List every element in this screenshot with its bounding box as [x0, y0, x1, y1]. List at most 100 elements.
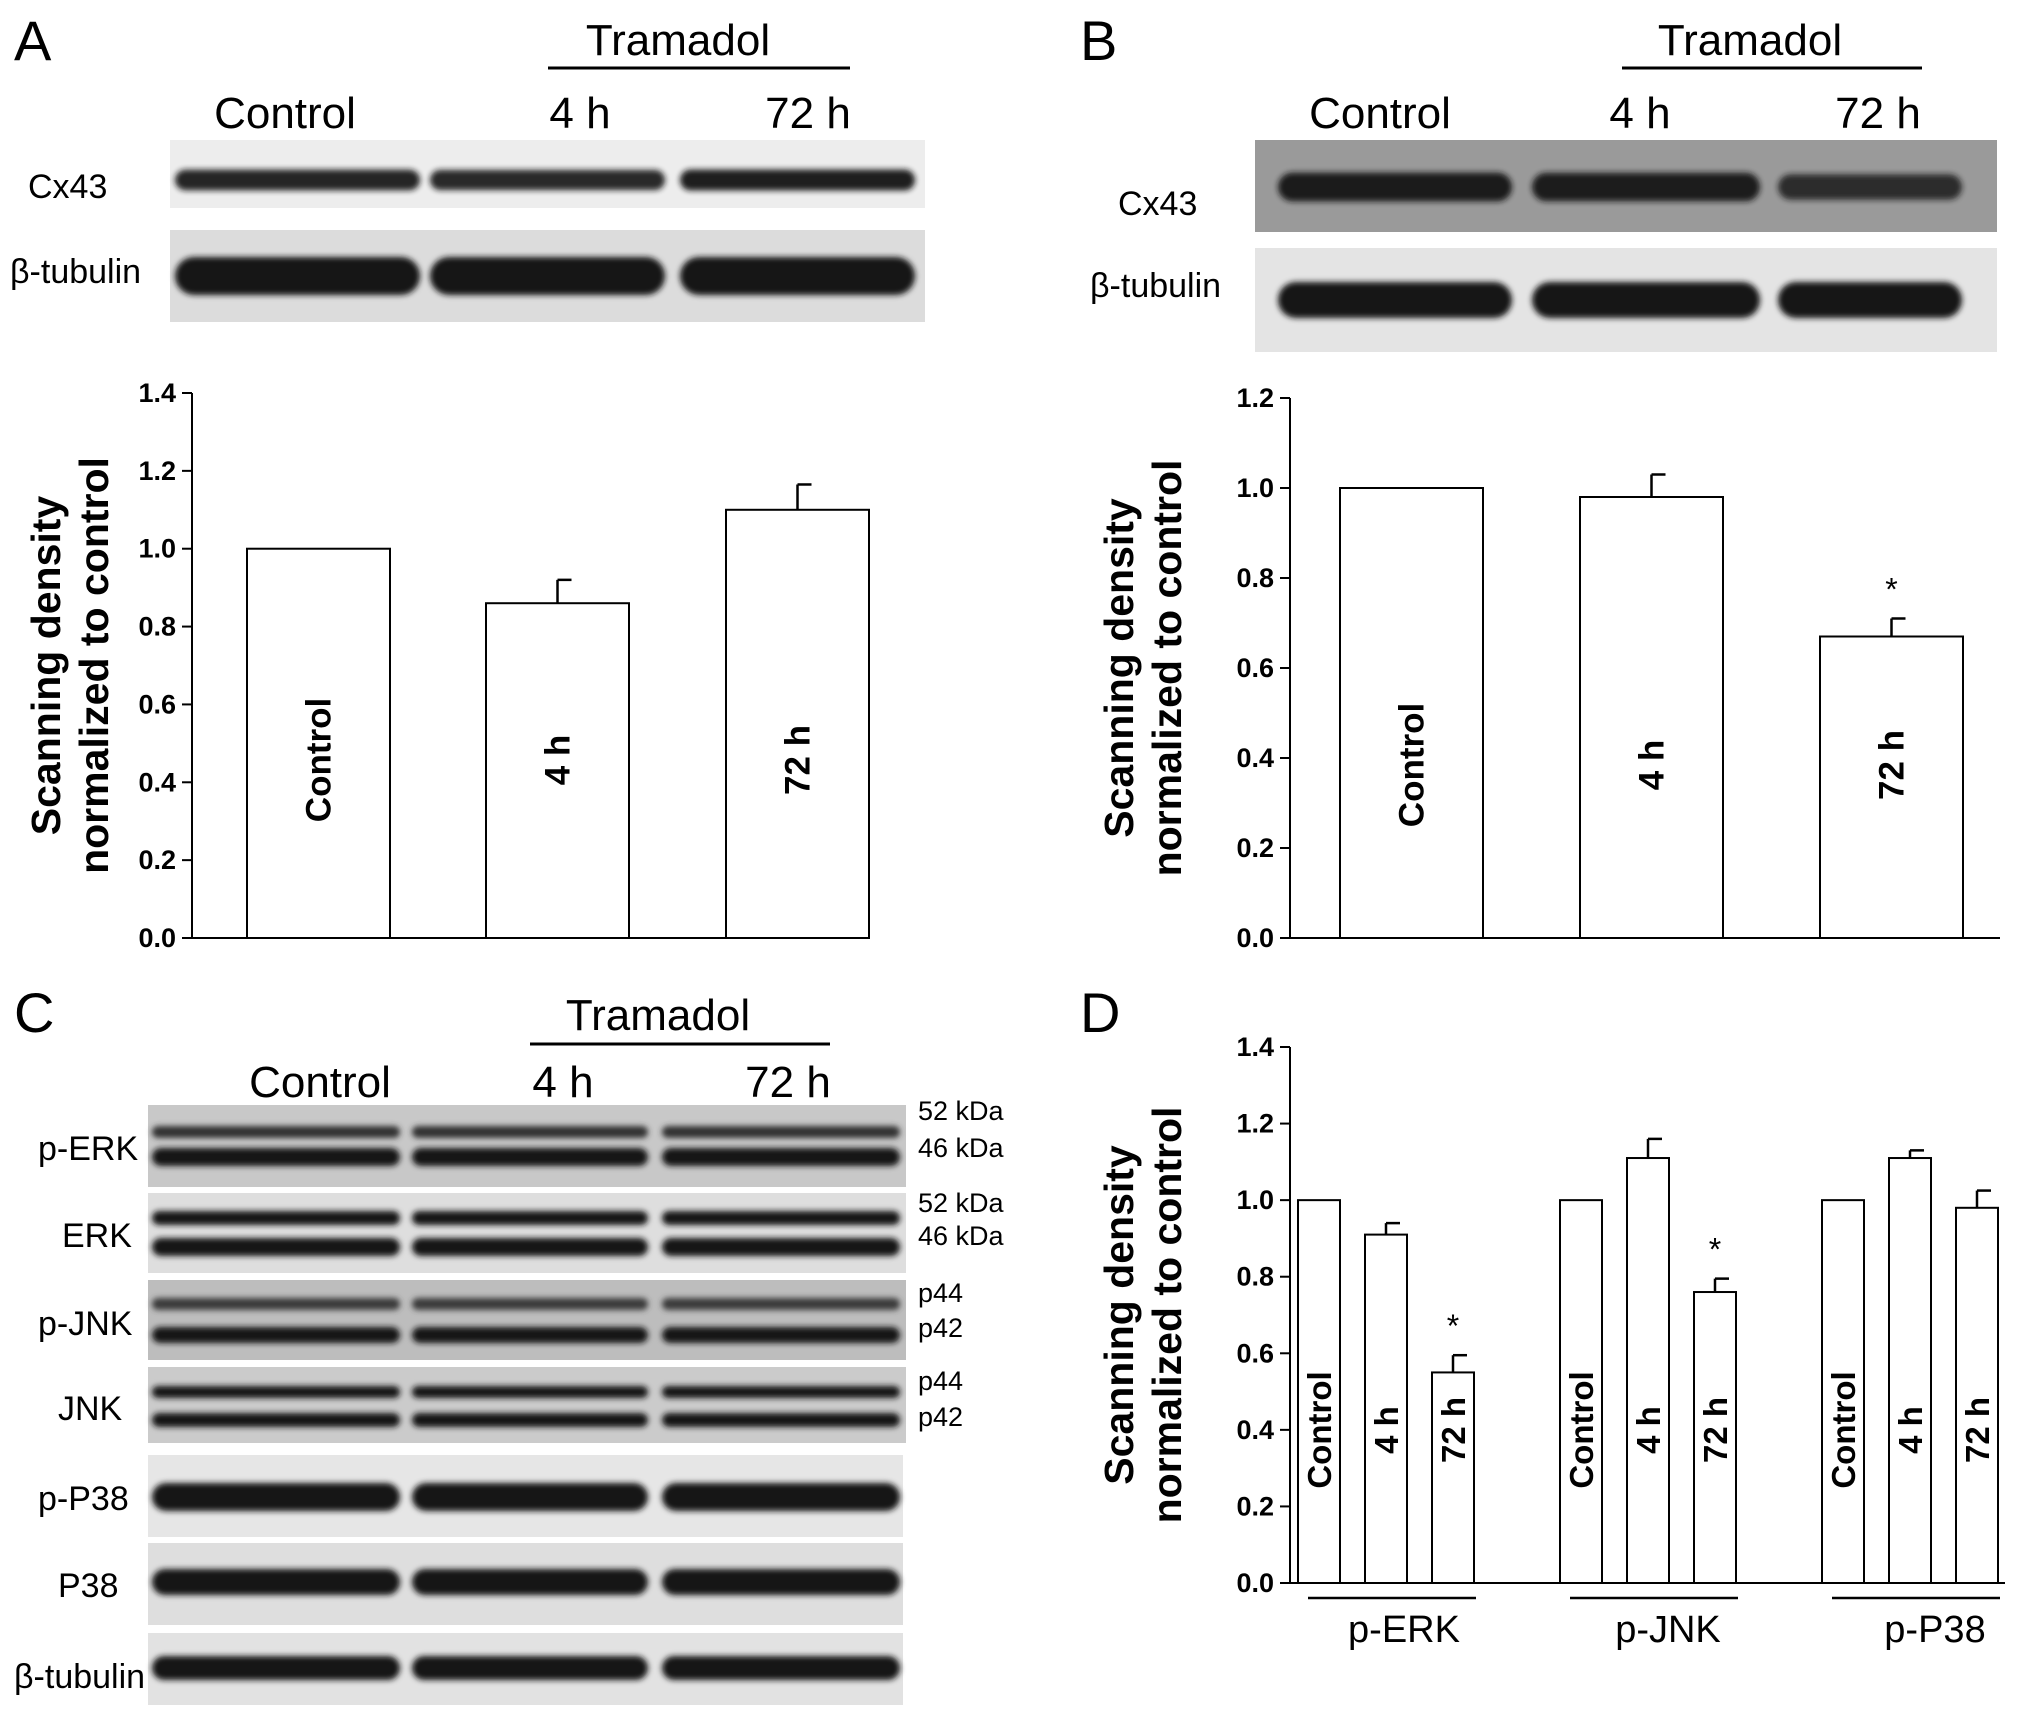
chart-a-ytick-label: 0.8: [138, 612, 176, 642]
mw-label-c-3-upper: p44: [918, 1366, 963, 1396]
blot-b-cx43-band: [1278, 172, 1512, 202]
blot-c-3-band: [152, 1386, 400, 1398]
blot-c-1-band: [662, 1211, 900, 1225]
blot-a-cx43-band: [430, 169, 665, 191]
panel-d: D 0.0 0.2 0.4 0.6 0.8 1.0 1.2 1.4 Scanning densi…: [1080, 981, 2005, 1651]
treatment-label-b: Tramadol: [1658, 16, 1842, 65]
chart-b-ytick-label: 0.4: [1236, 743, 1274, 773]
chart-a-1-bar: [485, 602, 630, 939]
panel-a: A Tramadol Control 4 h 72 h Cx43 β-tubuli…: [10, 9, 925, 953]
chart-d-ytick-label: 0.4: [1236, 1415, 1274, 1445]
chart-a-ytick-label: 1.4: [138, 378, 176, 408]
blot-c-2-band: [662, 1298, 900, 1310]
chart-a: 0.0 0.2 0.4 0.6 0.8 1.0 1.2 1.4 Scanning density…: [23, 378, 870, 953]
chart-a-0-bar: [246, 547, 391, 939]
chart-b-ylabel-line: normalized to control: [1144, 460, 1190, 877]
blot-c-6-band: [412, 1656, 648, 1680]
blot-b-tubulin-band: [1532, 282, 1760, 318]
chart-d-ytick-label: 0.8: [1236, 1262, 1274, 1292]
lane-label-a-4h: 4 h: [549, 89, 610, 138]
blot-c-3-band: [662, 1386, 900, 1398]
chart-b: 0.0 0.2 0.4 0.6 0.8 1.0 1.2 Scanning densitynor…: [1096, 383, 2000, 953]
blot-c-4-band: [662, 1483, 900, 1511]
blot-c-1-band: [662, 1238, 900, 1256]
chart-a-ylabel-line: normalized to control: [71, 457, 117, 874]
blot-c-0-band: [152, 1148, 400, 1166]
blot-a-tubulin-band: [430, 257, 665, 295]
chart-b-2-bar: [1819, 635, 1964, 939]
blot-c-3-band: [412, 1413, 648, 1427]
panel-letter-d: D: [1080, 981, 1120, 1044]
chart-d-ytick-label: 0.2: [1236, 1491, 1274, 1521]
chart-d-ytick-label: 0.0: [1236, 1568, 1274, 1598]
chart-d-0-2-significance-mark: *: [1447, 1308, 1459, 1344]
treatment-label-c: Tramadol: [566, 991, 750, 1040]
chart-d-0-1-bar-label: 4 h: [1368, 1406, 1405, 1454]
chart-d-0-2-bar-label: 72 h: [1435, 1397, 1472, 1463]
mw-label-c-0-upper: 52 kDa: [918, 1096, 1005, 1126]
blot-c-2-band: [152, 1327, 400, 1343]
chart-b-2-bar-label: 72 h: [1873, 730, 1912, 800]
chart-a-1-bar-label: 4 h: [539, 735, 578, 786]
chart-d-0-0-bar-label: Control: [1301, 1371, 1338, 1488]
chart-a-0-bar-label: Control: [300, 698, 339, 822]
chart-d-1-2-significance-mark: *: [1709, 1232, 1721, 1268]
blot-c-1-band: [152, 1211, 400, 1225]
panel-letter-b: B: [1080, 9, 1117, 72]
chart-d-ylabel-line: normalized to control: [1144, 1107, 1190, 1524]
blot-b-cx43-band: [1532, 172, 1760, 202]
chart-b-0-bar: [1339, 487, 1484, 939]
mw-label-c-1-lower: 46 kDa: [918, 1221, 1005, 1251]
blot-b-tubulin-band: [1278, 282, 1512, 318]
chart-b-ytick-label: 0.0: [1236, 923, 1274, 953]
chart-b-1-bar-label: 4 h: [1633, 740, 1672, 791]
blot-c-3-band: [412, 1386, 648, 1398]
lane-label-c-control: Control: [249, 1058, 391, 1107]
chart-a-ytick-label: 1.2: [138, 456, 176, 486]
chart-d-2-2-bar-label: 72 h: [1959, 1397, 1996, 1463]
chart-d-2-1-bar-label: 4 h: [1892, 1406, 1929, 1454]
blot-a-cx43-band: [175, 169, 420, 191]
blot-c-6-band: [662, 1656, 900, 1680]
chart-d-1-2-bar: [1693, 1291, 1737, 1584]
chart-b-1-bar: [1579, 496, 1724, 939]
panel-letter-c: C: [14, 981, 54, 1044]
chart-b-ylabel-line: Scanning density: [1096, 498, 1142, 838]
lane-label-b-4h: 4 h: [1609, 89, 1670, 138]
chart-d-2-0-bar: [1821, 1199, 1865, 1584]
chart-a-2-bar-label: 72 h: [779, 725, 818, 795]
chart-b-0-bar-label: Control: [1393, 703, 1432, 827]
chart-a-ytick-label: 0.4: [138, 767, 176, 797]
chart-b-ytick-label: 1.0: [1236, 473, 1274, 503]
panel-b: B Tramadol Control 4 h 72 h Cx43 β-tubuli…: [1080, 9, 2000, 953]
lane-label-a-control: Control: [214, 89, 356, 138]
panel-letter-a: A: [14, 9, 52, 72]
blot-label-c-2: p-JNK: [38, 1305, 133, 1343]
blot-c-0-band: [662, 1126, 900, 1138]
blot-c-2-band: [412, 1298, 648, 1310]
blot-a-cx43-band: [680, 169, 915, 191]
blot-a-tubulin-band: [680, 257, 915, 295]
blot-c-4-band: [152, 1483, 400, 1511]
blot-c-1-strip: [148, 1193, 906, 1273]
blot-label-c-5: P38: [58, 1567, 119, 1605]
blot-label-c-4: p-P38: [38, 1480, 129, 1518]
chart-b-ylabel: Scanning densitynormalized to control: [1096, 460, 1190, 877]
lane-label-b-control: Control: [1309, 89, 1451, 138]
chart-a-ytick-label: 0.6: [138, 689, 176, 719]
blot-c-0-strip: [148, 1105, 906, 1187]
chart-a-ylabel-line: Scanning density: [23, 496, 69, 836]
blots-b: Cx43 β-tubulin: [1090, 140, 1997, 352]
lane-label-c-72h: 72 h: [745, 1058, 831, 1107]
blot-c-1-band: [412, 1238, 648, 1256]
chart-d-group-label: p-JNK: [1615, 1609, 1721, 1651]
blot-label-b-cx43: Cx43: [1118, 185, 1197, 223]
chart-d-0-0-bar: [1297, 1199, 1341, 1584]
mw-label-c-0-lower: 46 kDa: [918, 1133, 1005, 1163]
chart-d-1-2-bar-label: 72 h: [1697, 1397, 1734, 1463]
treatment-label-a: Tramadol: [586, 16, 770, 65]
blot-c-5-band: [152, 1569, 400, 1595]
